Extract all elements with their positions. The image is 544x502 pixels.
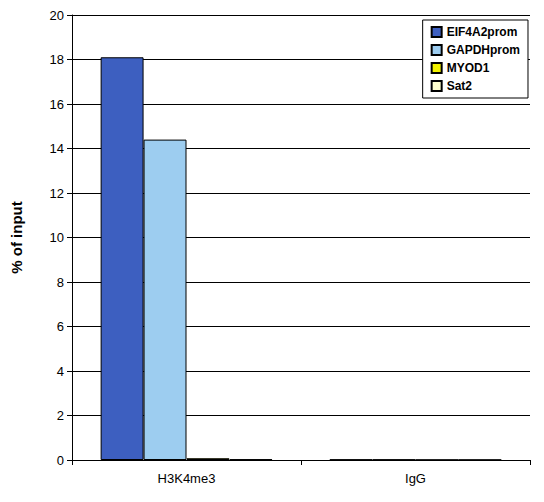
- svg-text:MYOD1: MYOD1: [447, 61, 490, 75]
- svg-text:GAPDHprom: GAPDHprom: [447, 43, 520, 57]
- svg-text:6: 6: [57, 319, 64, 334]
- svg-text:2: 2: [57, 408, 64, 423]
- svg-text:18: 18: [50, 52, 64, 67]
- svg-text:4: 4: [57, 364, 64, 379]
- svg-text:IgG: IgG: [405, 471, 426, 486]
- svg-text:H3K4me3: H3K4me3: [158, 471, 216, 486]
- svg-text:EIF4A2prom: EIF4A2prom: [447, 25, 518, 39]
- svg-text:14: 14: [50, 141, 64, 156]
- svg-text:10: 10: [50, 230, 64, 245]
- svg-text:12: 12: [50, 186, 64, 201]
- svg-text:16: 16: [50, 97, 64, 112]
- svg-text:8: 8: [57, 275, 64, 290]
- svg-text:0: 0: [57, 453, 64, 468]
- svg-text:Sat2: Sat2: [447, 79, 473, 93]
- svg-text:% of input: % of input: [8, 201, 25, 273]
- svg-text:20: 20: [50, 8, 64, 23]
